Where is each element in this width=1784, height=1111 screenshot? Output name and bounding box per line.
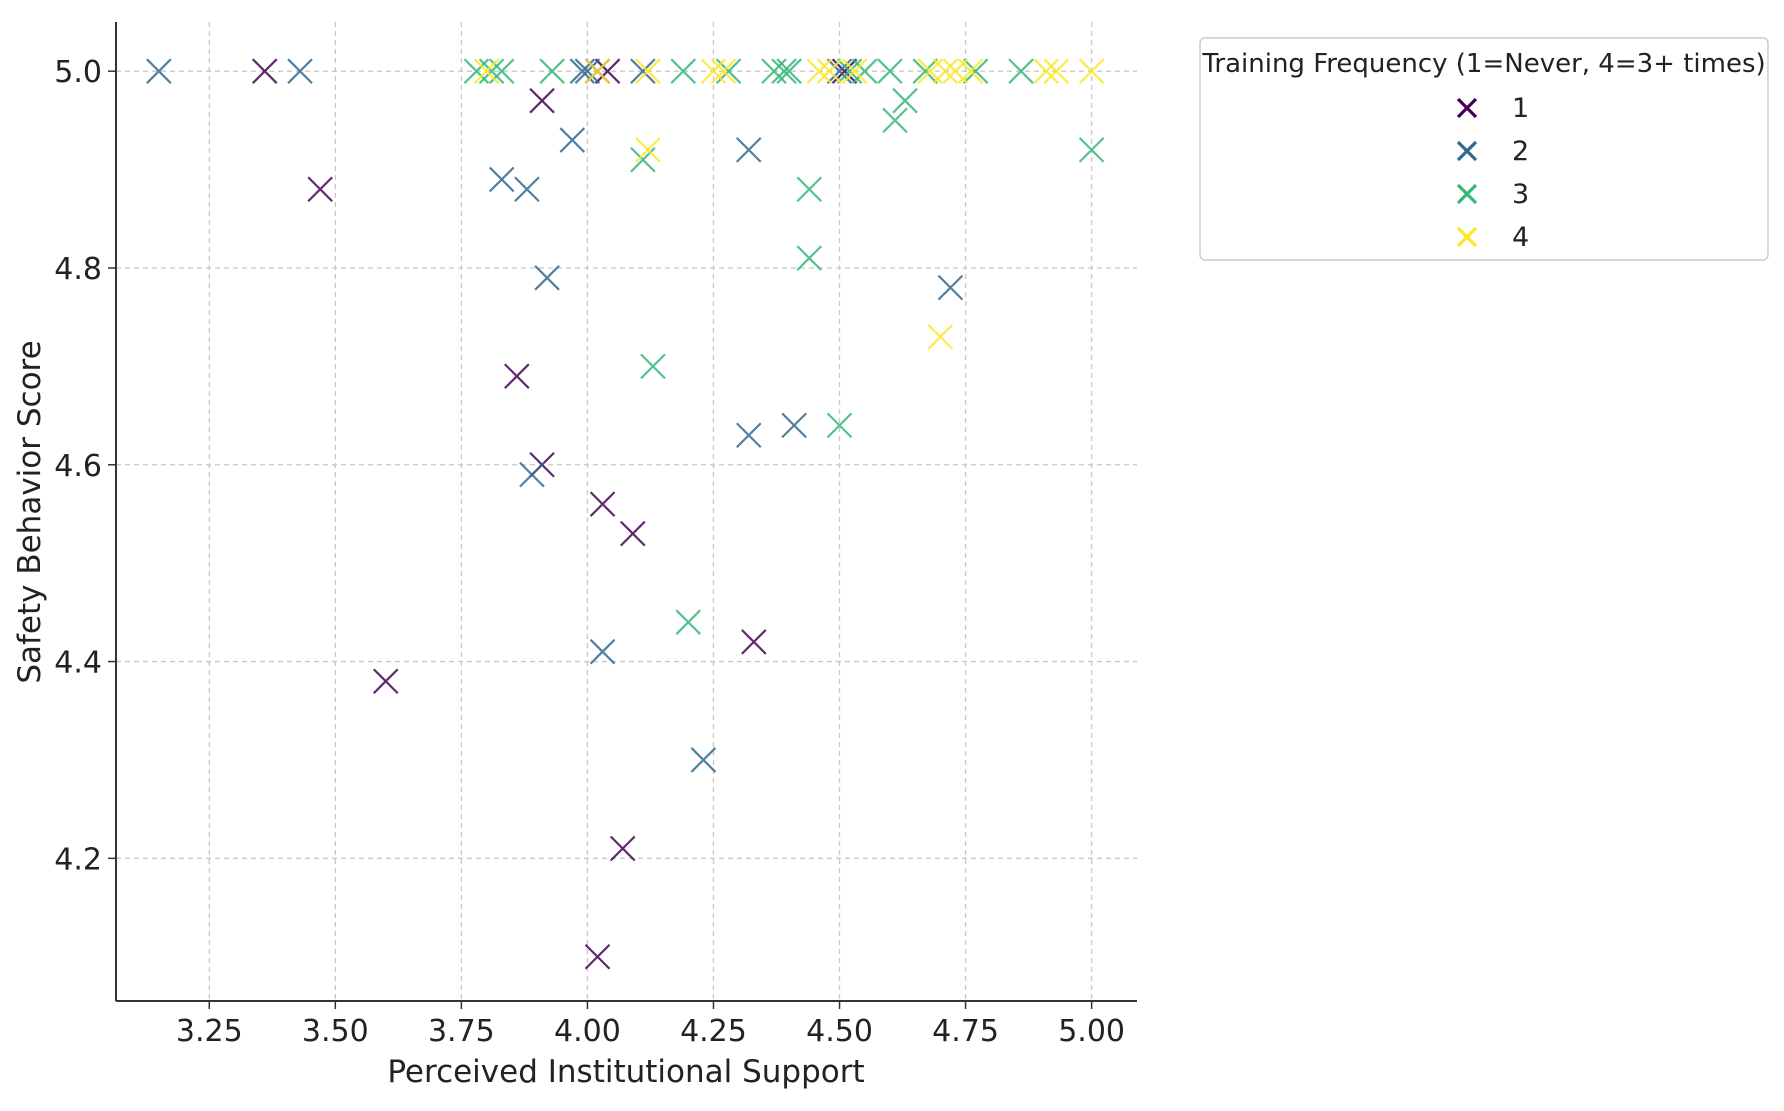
data-point [851, 58, 878, 84]
data-point [559, 127, 586, 153]
x-tick-label: 3.25 [176, 1014, 243, 1049]
data-point [539, 58, 565, 84]
x-tick-label: 4.00 [554, 1014, 621, 1049]
data-point [670, 58, 696, 84]
legend-title: Training Frequency (1=Never, 4=3+ times) [1201, 49, 1765, 79]
data-point [710, 58, 737, 84]
data-point [735, 137, 762, 163]
y-tick-label: 5.0 [54, 55, 102, 90]
data-point [1008, 58, 1034, 84]
data-point [640, 353, 666, 380]
data-point [796, 176, 823, 203]
data-point [287, 58, 313, 84]
data-point [937, 274, 964, 301]
data-point [146, 58, 172, 84]
y-axis-label: Safety Behavior Score [12, 340, 48, 683]
legend-marker [1456, 183, 1478, 205]
data-point [488, 166, 515, 193]
axis-ticks: 3.25 3.50 3.75 4.00 4.25 4.50 4.75 5.00 4.2 4.4 4.… [54, 55, 1125, 1049]
data-point [912, 58, 939, 84]
series-1 [251, 58, 858, 970]
data-point [307, 176, 333, 203]
data-point [569, 58, 596, 84]
legend-items: 1 2 3 4 [1456, 93, 1529, 253]
data-point [826, 412, 853, 439]
data-point [584, 58, 611, 84]
data-point [620, 520, 646, 547]
grid-lines [116, 22, 1137, 1001]
axes [115, 22, 1137, 1002]
data-point [806, 58, 833, 84]
data-point [609, 835, 636, 862]
series-4 [473, 58, 1105, 350]
data-point [529, 87, 555, 114]
data-point [957, 58, 984, 84]
legend-label: 2 [1512, 136, 1529, 167]
data-point [594, 58, 621, 84]
y-tick-label: 4.4 [54, 646, 102, 681]
data-point [796, 245, 823, 271]
data-point [882, 107, 908, 134]
data-point [488, 58, 515, 84]
y-tick-label: 4.8 [54, 252, 102, 287]
data-point [478, 58, 505, 84]
legend-marker [1456, 97, 1478, 119]
data-points [146, 58, 1105, 970]
data-point [519, 461, 545, 488]
data-point [735, 422, 762, 449]
data-point [776, 58, 802, 84]
y-tick-label: 4.2 [54, 842, 102, 877]
data-point [690, 747, 717, 773]
x-tick-label: 3.75 [428, 1014, 495, 1049]
data-point [534, 265, 560, 291]
data-point [741, 629, 767, 655]
series-3 [463, 58, 1105, 635]
legend-marker [1456, 226, 1478, 248]
legend: Training Frequency (1=Never, 4=3+ times)… [1199, 37, 1769, 261]
data-point [1033, 58, 1060, 84]
data-point [589, 491, 616, 517]
x-tick-label: 4.75 [932, 1014, 999, 1049]
x-axis-label: Perceived Institutional Support [387, 1054, 864, 1090]
data-point [781, 412, 807, 439]
x-tick-label: 4.25 [680, 1014, 747, 1049]
data-point [584, 943, 611, 970]
data-point [877, 58, 903, 84]
legend-label: 3 [1512, 179, 1529, 210]
data-point [251, 58, 278, 84]
data-point [841, 58, 868, 84]
data-point [635, 58, 661, 84]
data-point [962, 58, 989, 84]
data-point [700, 58, 727, 84]
legend-label: 4 [1512, 222, 1529, 253]
x-tick-label: 4.50 [806, 1014, 873, 1049]
data-point [504, 363, 530, 389]
legend-label: 1 [1512, 93, 1529, 124]
data-point [473, 58, 500, 84]
data-point [932, 58, 959, 84]
data-point [816, 58, 843, 84]
data-point [589, 638, 616, 665]
data-point [372, 668, 399, 695]
data-point [892, 87, 918, 114]
data-point [1078, 58, 1105, 84]
data-point [630, 58, 656, 84]
legend-box [1199, 37, 1769, 261]
data-point [514, 176, 540, 203]
y-tick-label: 4.6 [54, 449, 102, 484]
data-point [1078, 137, 1105, 163]
data-point [1043, 58, 1070, 84]
data-point [630, 146, 656, 173]
x-tick-label: 3.50 [302, 1014, 369, 1049]
data-point [927, 324, 954, 350]
data-point [675, 609, 702, 635]
data-point [635, 137, 661, 163]
data-point [574, 58, 601, 84]
data-point [771, 58, 797, 84]
x-tick-label: 5.00 [1058, 1014, 1125, 1049]
legend-marker [1456, 140, 1478, 162]
